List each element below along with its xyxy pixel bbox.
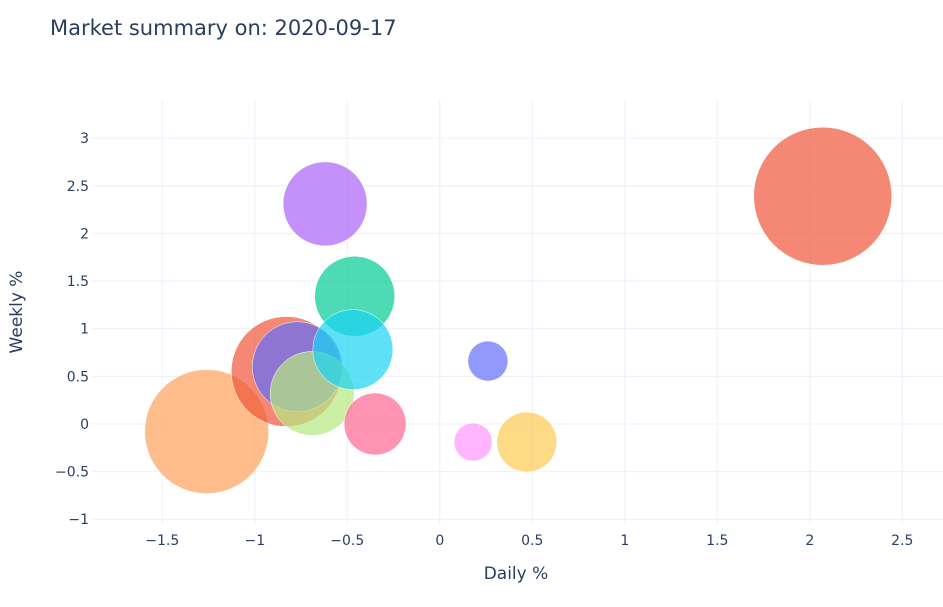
y-tick-label: −1 [68, 512, 89, 528]
tick-labels: −1.5 −1 −0.5 0 0.5 1 1.5 2 2.5 −1 −0.5 0 0.5 1 1.5 2 2.5… [55, 131, 913, 549]
y-tick-label: 0.5 [67, 369, 89, 385]
bubble-point[interactable] [453, 422, 493, 462]
chart-title: Market summary on: 2020-09-17 [50, 16, 397, 40]
x-tick-label: −1 [244, 533, 265, 549]
bubble-point[interactable] [144, 369, 269, 494]
y-tick-label: −0.5 [55, 465, 89, 481]
y-tick-label: 1 [80, 322, 89, 338]
y-tick-label: 1.5 [67, 274, 89, 290]
y-axis-label: Weekly % [7, 271, 27, 354]
x-tick-label: 0 [435, 533, 444, 549]
bubble-point[interactable] [282, 161, 368, 247]
x-axis-label: Daily % [484, 564, 549, 584]
x-tick-label: 2 [805, 533, 814, 549]
y-tick-label: 2.5 [67, 179, 89, 195]
x-tick-label: 1 [620, 533, 629, 549]
bubble-point[interactable] [343, 392, 407, 456]
bubble-layer [144, 126, 892, 494]
bubble-point[interactable] [467, 340, 509, 382]
x-tick-label: 1.5 [706, 533, 728, 549]
y-tick-label: 0 [80, 417, 89, 433]
bubble-point[interactable] [496, 411, 557, 473]
y-tick-label: 2 [80, 226, 89, 242]
x-tick-label: 0.5 [521, 533, 543, 549]
y-tick-label: 3 [80, 131, 89, 147]
bubble-point[interactable] [312, 309, 394, 390]
x-tick-label: −0.5 [330, 533, 364, 549]
x-tick-label: −1.5 [145, 533, 179, 549]
bubble-point[interactable] [753, 126, 892, 266]
x-tick-label: 2.5 [891, 533, 913, 549]
